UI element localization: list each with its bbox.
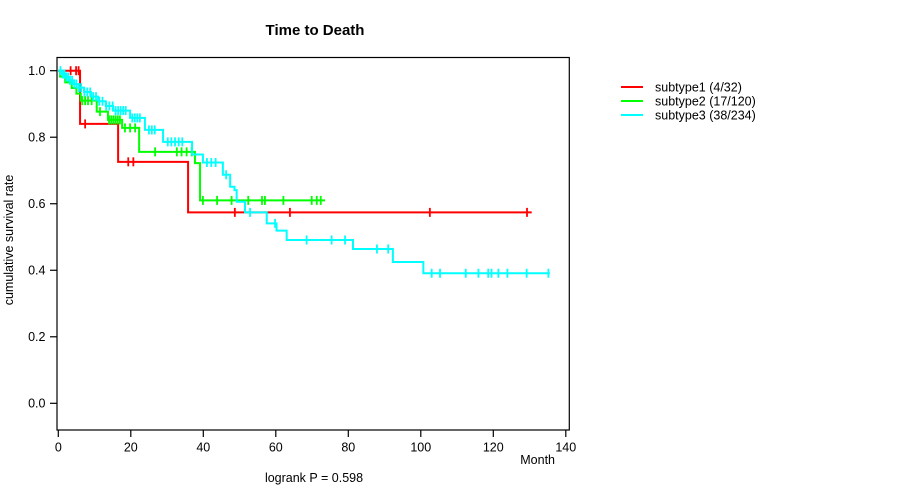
y-axis-label: cumulative survival rate bbox=[2, 175, 16, 306]
legend: subtype1 (4/32)subtype2 (17/120)subtype3… bbox=[621, 80, 756, 122]
legend-label: subtype2 (17/120) bbox=[655, 94, 756, 108]
y-tick-label: 0.2 bbox=[28, 330, 45, 344]
x-tick-label: 60 bbox=[269, 441, 283, 455]
y-tick-label: 1.0 bbox=[28, 64, 45, 78]
x-axis-label: Month bbox=[520, 453, 555, 467]
x-tick-label: 40 bbox=[196, 441, 210, 455]
logrank-annotation: logrank P = 0.598 bbox=[265, 471, 363, 485]
y-tick-label: 0.6 bbox=[28, 197, 45, 211]
x-tick-label: 20 bbox=[124, 441, 138, 455]
plot-area-border bbox=[56, 56, 570, 431]
y-tick-label: 0.8 bbox=[28, 131, 45, 145]
x-tick-label: 0 bbox=[55, 441, 62, 455]
axes: 0 20 40 60 80 100 120 140 0.0 0.2 0.4 0.6 0.8 1.0 bbox=[28, 64, 576, 455]
survival-curve-2 bbox=[58, 69, 326, 202]
y-tick-label: 0.0 bbox=[28, 397, 45, 411]
x-tick-label: 100 bbox=[410, 441, 431, 455]
legend-label: subtype3 (38/234) bbox=[655, 108, 756, 122]
legend-label: subtype1 (4/32) bbox=[655, 80, 742, 94]
chart-title: Time to Death bbox=[266, 22, 365, 39]
survival-curve-1 bbox=[58, 69, 532, 214]
x-tick-label: 80 bbox=[341, 441, 355, 455]
x-tick-label: 140 bbox=[555, 441, 576, 455]
x-tick-label: 120 bbox=[483, 441, 504, 455]
y-tick-label: 0.4 bbox=[28, 264, 45, 278]
survival-curve-3 bbox=[58, 69, 550, 275]
survival-curves bbox=[58, 66, 550, 278]
